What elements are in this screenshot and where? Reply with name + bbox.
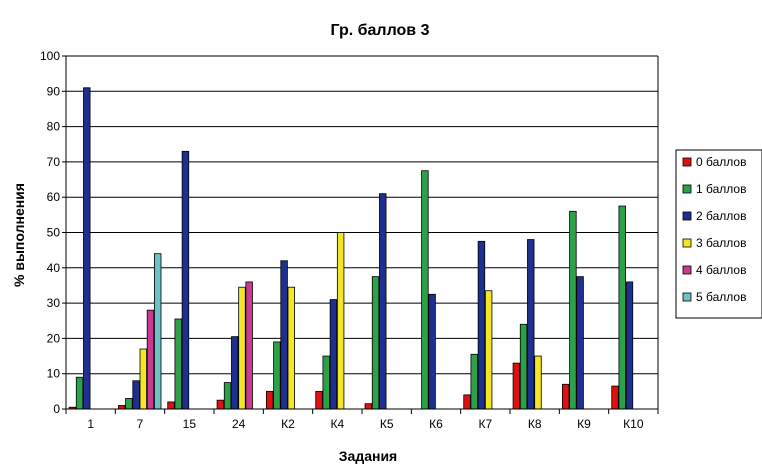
bar — [139, 348, 147, 410]
chart-title: Гр. баллов 3 — [331, 22, 430, 39]
bar — [477, 240, 486, 410]
x-tick-label: 24 — [232, 417, 246, 431]
bar — [238, 286, 246, 410]
bar — [83, 87, 91, 410]
legend-label: 2 баллов — [696, 209, 746, 223]
legend-swatch — [682, 211, 692, 221]
bar — [125, 398, 133, 410]
y-tick-label: 100 — [40, 49, 60, 63]
bar — [75, 376, 84, 410]
bar — [273, 341, 281, 410]
bar — [562, 383, 570, 410]
bar — [287, 286, 295, 410]
legend-label: 3 баллов — [696, 236, 746, 250]
bar — [216, 399, 225, 410]
bar — [336, 232, 345, 410]
bar — [534, 355, 542, 410]
bar — [569, 210, 577, 410]
bar — [470, 353, 478, 410]
bar — [512, 362, 521, 410]
x-tick-label: К6 — [429, 417, 443, 431]
bar — [527, 239, 535, 410]
legend-label: 4 баллов — [696, 263, 746, 277]
bar — [576, 276, 584, 410]
y-tick-label: 10 — [47, 367, 61, 381]
y-tick-label: 70 — [47, 155, 61, 169]
bar — [174, 318, 182, 410]
x-tick-label: 15 — [183, 417, 197, 431]
bar — [280, 260, 288, 410]
bar — [315, 390, 323, 410]
bar — [167, 401, 175, 410]
x-tick-label: К4 — [330, 417, 344, 431]
bar — [484, 290, 493, 410]
legend-label: 1 баллов — [696, 182, 746, 196]
y-tick-label: 30 — [47, 296, 61, 310]
bar — [428, 293, 436, 410]
legend-swatch — [682, 292, 692, 302]
bar — [118, 405, 126, 410]
x-tick-label: 7 — [137, 417, 144, 431]
legend-swatch — [682, 238, 692, 248]
bar — [153, 253, 162, 410]
bar — [329, 299, 338, 410]
bar — [371, 276, 380, 410]
bar — [231, 336, 239, 410]
legend-swatch — [682, 184, 692, 194]
x-tick-label: К10 — [623, 417, 644, 431]
bar — [618, 205, 626, 410]
bar — [379, 193, 387, 410]
x-tick-labels: 1 7 15 24 К2 К4 К5 К6 К7 К8 К9 К10 — [87, 417, 644, 431]
y-tick-label: 50 — [47, 226, 61, 240]
x-tick-label: 1 — [87, 417, 94, 431]
y-tick-label: 60 — [47, 190, 61, 204]
y-tick-labels: 0 10 20 30 40 50 60 70 80 90 100 — [40, 49, 60, 416]
bar — [181, 150, 190, 410]
gridlines — [66, 55, 658, 410]
y-tick-label: 90 — [47, 84, 61, 98]
legend-swatch — [682, 157, 692, 167]
bar — [245, 281, 253, 410]
legend: 0 баллов 1 баллов 2 баллов 3 баллов 4 баллов… — [675, 149, 762, 319]
legend-label: 0 баллов — [696, 155, 746, 169]
x-tick-label: К8 — [528, 417, 542, 431]
x-tick-label: К7 — [478, 417, 492, 431]
y-tick-label: 80 — [47, 120, 61, 134]
bar — [223, 382, 232, 410]
legend-swatch — [682, 265, 692, 275]
bar — [611, 385, 619, 410]
bar — [364, 403, 373, 410]
x-tick-label: К9 — [577, 417, 591, 431]
bar — [146, 309, 155, 410]
bars — [68, 87, 634, 410]
x-axis-title: Задания — [339, 448, 397, 464]
bar — [132, 380, 140, 410]
y-tick-label: 40 — [47, 261, 61, 275]
bar — [322, 355, 330, 410]
y-axis-title: % выполнения — [11, 183, 27, 287]
x-tick-label: К2 — [281, 417, 295, 431]
legend-label: 5 баллов — [696, 290, 746, 304]
axes — [62, 55, 659, 414]
bar — [625, 281, 634, 410]
legend-box — [675, 149, 762, 319]
x-tick-label: К5 — [380, 417, 394, 431]
bar — [463, 394, 471, 410]
bar — [265, 390, 274, 410]
bar — [519, 323, 528, 410]
bar — [421, 170, 429, 410]
y-tick-label: 20 — [47, 331, 61, 345]
y-tick-label: 0 — [53, 402, 60, 416]
